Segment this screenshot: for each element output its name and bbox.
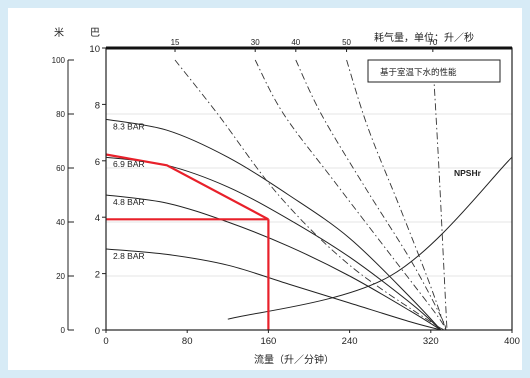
air-consumption-label: 耗气量，单位：升／秒	[374, 31, 474, 44]
axis-labels: 8.3 BAR 6.9 BAR 4.8 BAR 2.8 BAR	[113, 121, 145, 261]
performance-chart: 0 80 160 240 320 400 0 20 40 60 80 100 0 2 4 6 8 10 15 30 40…	[52, 26, 520, 366]
x-tick-label-80: 80	[182, 336, 193, 347]
air-tick-label-50: 50	[342, 38, 351, 47]
axis-ticks: 0 80 160 240 320 400 0 20 40 60 80 100 0 2 4 6 8 10 15 30 40…	[52, 38, 520, 347]
pressure-curve-1	[105, 156, 442, 331]
bar-tick-label-0: 0	[95, 326, 100, 337]
x-tick-label-240: 240	[342, 336, 358, 347]
m-tick-label-20: 20	[56, 272, 65, 281]
npsh-label: NPSHr	[454, 168, 482, 178]
air-tick-label-70: 70	[428, 38, 437, 47]
pressure-curve-label-0: 8.3 BAR	[113, 121, 145, 131]
pressure-curve-0	[105, 118, 442, 331]
air-curve-50	[346, 59, 447, 331]
chart-panel: 0 80 160 240 320 400 0 20 40 60 80 100 0 2 4 6 8 10 15 30 40…	[8, 8, 522, 370]
pressure-curve-label-3: 2.8 BAR	[113, 251, 145, 261]
bar-tick-label-4: 4	[95, 213, 100, 224]
air-tick-label-40: 40	[291, 38, 300, 47]
air-tick-label-30: 30	[251, 38, 260, 47]
pressure-curve-label-1: 6.9 BAR	[113, 159, 145, 169]
x-tick-label-160: 160	[260, 336, 276, 347]
air-curve-40	[295, 59, 447, 331]
m-tick-label-0: 0	[61, 326, 66, 335]
annotation-box-text: 基于室温下水的性能	[380, 67, 457, 78]
air-curve-30	[254, 59, 447, 331]
x-axis-title: 流量（升／分钟）	[254, 353, 334, 366]
pressure-curve-2	[105, 194, 442, 331]
m-tick-label-100: 100	[52, 56, 66, 65]
x-tick-label-0: 0	[103, 336, 108, 347]
bar-tick-label-2: 2	[95, 270, 100, 281]
air-curve-15	[174, 59, 447, 331]
m-tick-label-60: 60	[56, 164, 65, 173]
curve-layer	[105, 59, 513, 331]
m-tick-label-80: 80	[56, 110, 65, 119]
reference-lines	[106, 113, 512, 277]
m-axis-title: 米	[54, 26, 64, 39]
m-tick-label-40: 40	[56, 218, 65, 227]
bar-tick-label-10: 10	[89, 44, 100, 55]
bar-axis-title: 巴	[90, 27, 100, 39]
x-tick-label-320: 320	[423, 336, 439, 347]
air-tick-label-15: 15	[171, 38, 180, 47]
air-curve-70	[432, 59, 448, 331]
example-curve-segment	[105, 153, 269, 221]
annotation-box	[367, 59, 501, 83]
bar-tick-label-8: 8	[95, 100, 100, 111]
bar-tick-label-6: 6	[95, 157, 100, 168]
pressure-curve-label-2: 4.8 BAR	[113, 197, 145, 207]
x-tick-label-400: 400	[504, 336, 520, 347]
pressure-curve-3	[105, 248, 442, 331]
